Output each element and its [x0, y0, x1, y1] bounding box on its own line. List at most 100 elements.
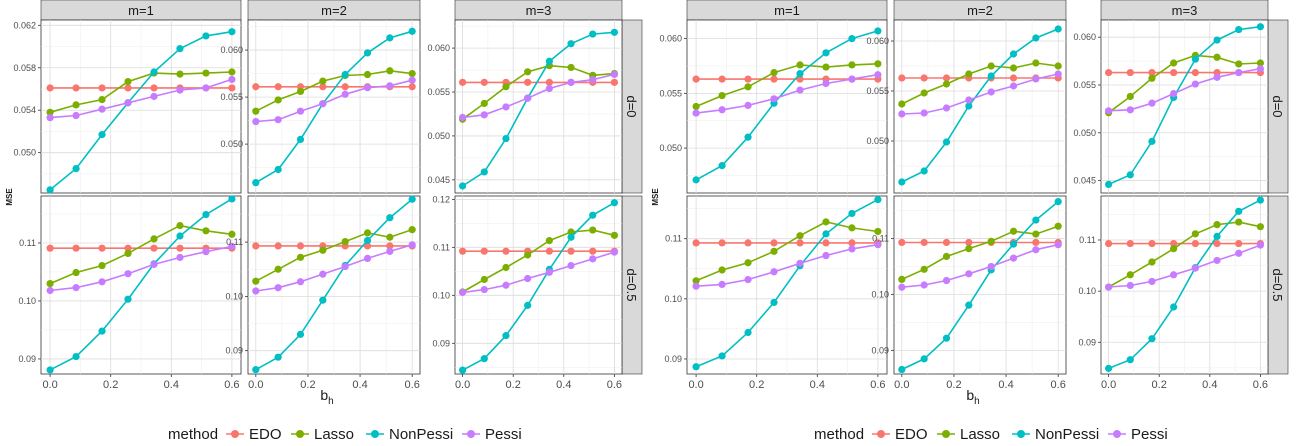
series-line-nonpessi: [255, 30, 413, 184]
data-point-lasso: [228, 68, 236, 76]
y-tick-label: 0.060: [220, 45, 243, 55]
data-point-nonpessi: [458, 366, 467, 374]
data-point-edo: [796, 75, 804, 83]
data-point-nonpessi: [408, 27, 416, 35]
data-point-edo: [46, 84, 54, 92]
data-point-nonpessi: [176, 45, 184, 53]
y-tick-label: 0.045: [1073, 176, 1096, 186]
data-point-nonpessi: [692, 363, 700, 371]
data-point-edo: [1104, 239, 1113, 248]
series-line-pessi: [50, 78, 233, 119]
data-point-pessi: [252, 287, 260, 295]
data-point-edo: [1126, 239, 1134, 248]
legend-label-pessi: Pessi: [1131, 426, 1168, 443]
series-line-nonpessi: [462, 31, 615, 187]
data-point-lasso: [942, 252, 951, 261]
data-point-edo: [744, 75, 752, 83]
x-tick-label: 0.6: [870, 379, 885, 391]
x-tick-label: 0.0: [1101, 379, 1116, 391]
data-point-nonpessi: [363, 49, 372, 57]
data-point-nonpessi: [770, 298, 778, 307]
data-point-pessi: [274, 116, 282, 124]
x-tick-label: 0.4: [164, 379, 179, 391]
x-tick-label: 0.0: [894, 379, 909, 391]
data-point-pessi: [480, 285, 488, 294]
legend-label-pessi: Pessi: [485, 426, 522, 443]
data-point-lasso: [1256, 59, 1265, 67]
x-axis-title-main: b: [966, 387, 974, 403]
data-point-nonpessi: [744, 328, 752, 337]
legend-key-lasso: [942, 430, 950, 438]
x-tick-label: 0.6: [405, 379, 420, 391]
y-tick-label: 0.10: [871, 290, 889, 300]
y-tick-label: 0.055: [427, 87, 450, 97]
data-point-lasso: [296, 253, 305, 261]
y-tick-label: 0.10: [664, 294, 682, 304]
y-axis-title: MSE: [651, 188, 660, 206]
data-point-edo: [319, 83, 327, 91]
data-point-lasso: [502, 83, 510, 91]
data-point-edo: [1170, 239, 1178, 248]
data-point-pessi: [920, 281, 928, 289]
y-tick-label: 0.045: [427, 175, 450, 185]
series-line-lasso: [1108, 54, 1261, 114]
data-point-lasso: [1054, 62, 1062, 70]
data-point-edo: [1104, 68, 1113, 77]
y-tick-label: 0.11: [1079, 235, 1096, 245]
data-point-pessi: [274, 284, 282, 292]
data-point-edo: [502, 247, 510, 255]
data-point-lasso: [822, 63, 830, 71]
data-point-edo: [1213, 239, 1221, 248]
data-point-edo: [72, 84, 80, 92]
data-point-lasso: [274, 265, 282, 273]
data-point-nonpessi: [874, 27, 882, 35]
data-point-lasso: [1126, 92, 1134, 101]
x-tick-label: 0.2: [506, 379, 521, 391]
data-point-pessi: [545, 84, 553, 93]
legend-key-edo: [231, 430, 239, 438]
data-point-nonpessi: [1054, 197, 1062, 206]
data-point-lasso: [942, 80, 951, 88]
data-point-pessi: [296, 107, 305, 115]
data-point-nonpessi: [848, 209, 856, 218]
data-point-edo: [176, 244, 184, 252]
data-point-edo: [386, 242, 394, 250]
data-point-pessi: [567, 78, 575, 86]
data-point-lasso: [1009, 227, 1018, 235]
data-point-pessi: [1126, 106, 1134, 114]
data-point-pessi: [72, 284, 80, 292]
data-point-pessi: [524, 274, 532, 283]
y-tick-label: 0.09: [432, 338, 450, 348]
data-point-edo: [98, 84, 106, 92]
data-point-nonpessi: [1256, 196, 1265, 204]
legend-label-lasso: Lasso: [314, 426, 354, 443]
y-tick-label: 0.10: [432, 290, 450, 300]
data-point-edo: [1191, 239, 1199, 248]
x-tick-label: 0.4: [810, 379, 825, 391]
data-point-nonpessi: [1170, 303, 1178, 311]
data-point-lasso: [1032, 230, 1040, 238]
data-point-lasso: [386, 67, 394, 75]
data-point-pessi: [848, 75, 856, 83]
legend-title: method: [168, 426, 218, 443]
data-point-lasso: [202, 69, 210, 77]
series-line-pessi: [255, 244, 413, 292]
data-point-lasso: [1054, 222, 1062, 230]
data-point-lasso: [1213, 53, 1221, 61]
data-point-pessi: [296, 278, 305, 286]
data-point-lasso: [1256, 223, 1265, 231]
data-point-pessi: [718, 106, 726, 114]
x-tick-label: 0.2: [946, 379, 961, 391]
data-point-lasso: [545, 237, 553, 245]
series-line-pessi: [695, 73, 879, 114]
series-line-lasso: [695, 221, 879, 282]
data-point-nonpessi: [252, 179, 260, 187]
x-tick-label: 0.0: [688, 379, 703, 391]
data-point-lasso: [319, 77, 327, 85]
data-point-lasso: [524, 68, 532, 76]
data-point-pessi: [545, 268, 553, 276]
data-point-pessi: [692, 109, 700, 117]
y-tick-label: 0.11: [665, 234, 682, 244]
data-point-pessi: [1104, 107, 1113, 115]
